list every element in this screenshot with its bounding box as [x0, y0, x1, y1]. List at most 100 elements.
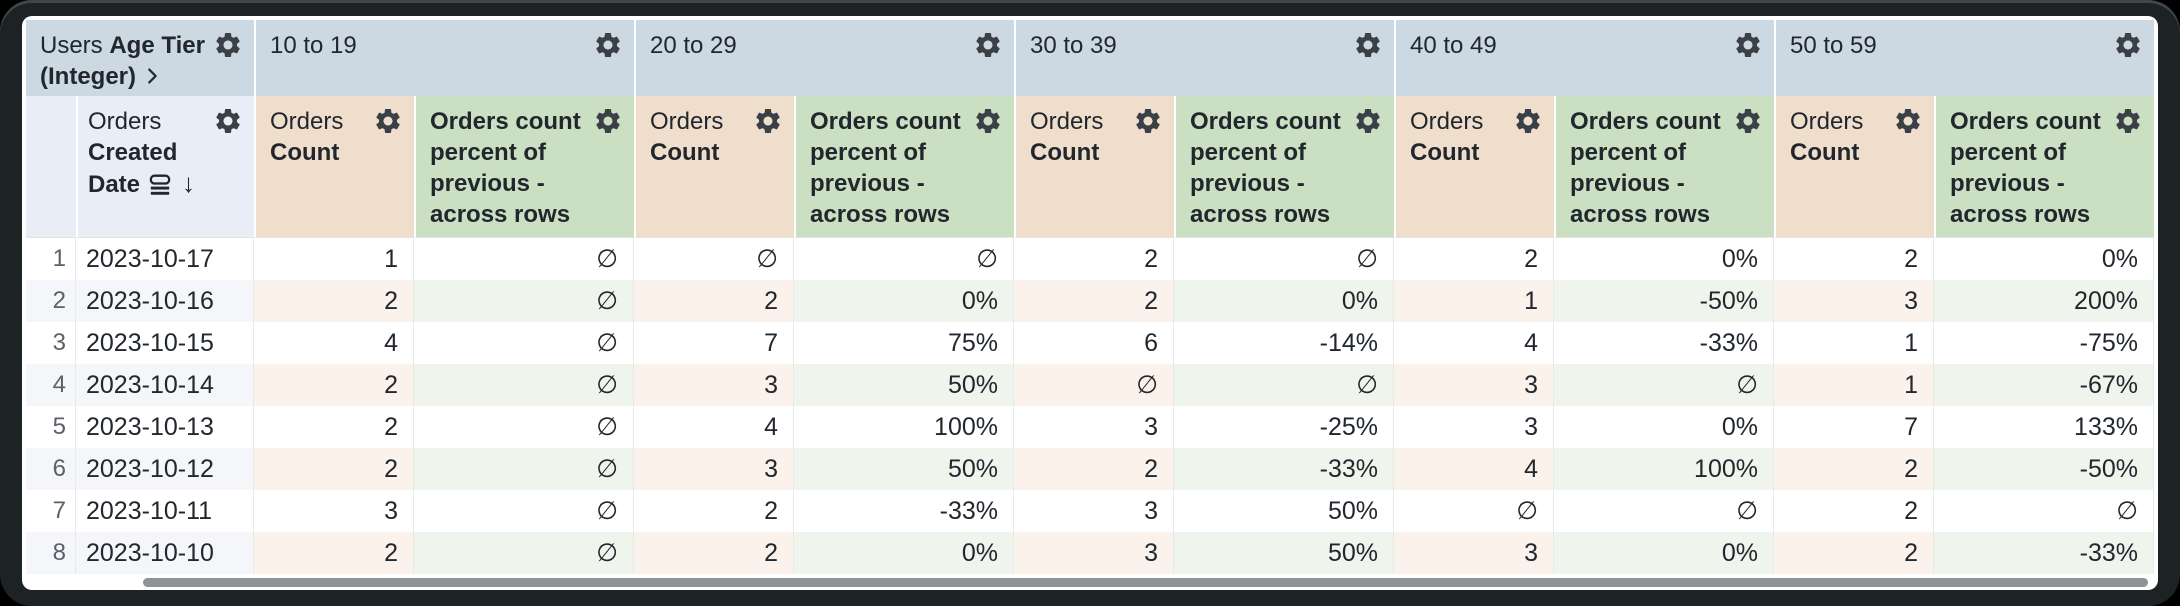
pct-previous-cell[interactable]: 100%: [1554, 448, 1774, 490]
orders-count-cell[interactable]: 2: [634, 490, 794, 532]
orders-count-cell[interactable]: 3: [1014, 406, 1174, 448]
pct-previous-cell[interactable]: 0%: [794, 532, 1014, 574]
pct-previous-cell[interactable]: -75%: [1934, 322, 2154, 364]
orders-count-cell[interactable]: 2: [254, 448, 414, 490]
orders-count-cell[interactable]: 2: [254, 364, 414, 406]
pct-previous-cell[interactable]: 75%: [794, 322, 1014, 364]
measure-header-orders-count[interactable]: Orders Count: [254, 96, 414, 238]
orders-count-cell[interactable]: 4: [1394, 322, 1554, 364]
gear-icon[interactable]: [213, 106, 243, 136]
pct-previous-cell[interactable]: -33%: [1554, 322, 1774, 364]
pct-previous-cell[interactable]: ∅: [1934, 490, 2154, 532]
pct-previous-cell[interactable]: -50%: [1554, 280, 1774, 322]
pivot-group-header-10-19[interactable]: 10 to 19: [254, 20, 634, 96]
orders-count-cell[interactable]: 1: [1774, 322, 1934, 364]
orders-count-cell[interactable]: 3: [1394, 406, 1554, 448]
pivot-group-header-20-29[interactable]: 20 to 29: [634, 20, 1014, 96]
date-cell[interactable]: 2023-10-17: [76, 238, 254, 280]
gear-icon[interactable]: [1513, 106, 1543, 136]
orders-count-cell[interactable]: 3: [254, 490, 414, 532]
measure-header-pct-previous[interactable]: Orders count percent of previous - acros…: [1934, 96, 2154, 238]
pct-previous-cell[interactable]: ∅: [414, 322, 634, 364]
pct-previous-cell[interactable]: -50%: [1934, 448, 2154, 490]
orders-count-cell[interactable]: 3: [1394, 364, 1554, 406]
pct-previous-cell[interactable]: 0%: [1554, 238, 1774, 280]
gear-icon[interactable]: [593, 106, 623, 136]
pct-previous-cell[interactable]: ∅: [1174, 238, 1394, 280]
pct-previous-cell[interactable]: ∅: [1554, 364, 1774, 406]
measure-header-orders-count[interactable]: Orders Count: [1014, 96, 1174, 238]
gear-icon[interactable]: [973, 30, 1003, 60]
orders-count-cell[interactable]: 7: [634, 322, 794, 364]
gear-icon[interactable]: [213, 30, 243, 60]
date-cell[interactable]: 2023-10-15: [76, 322, 254, 364]
orders-count-cell[interactable]: 2: [1394, 238, 1554, 280]
orders-count-cell[interactable]: 2: [1774, 448, 1934, 490]
orders-count-cell[interactable]: 2: [1774, 532, 1934, 574]
pct-previous-cell[interactable]: 0%: [1554, 406, 1774, 448]
pct-previous-cell[interactable]: -67%: [1934, 364, 2154, 406]
orders-count-cell[interactable]: 4: [1394, 448, 1554, 490]
orders-count-cell[interactable]: 2: [1014, 448, 1174, 490]
orders-count-cell[interactable]: ∅: [1014, 364, 1174, 406]
gear-icon[interactable]: [1353, 30, 1383, 60]
orders-count-cell[interactable]: 6: [1014, 322, 1174, 364]
orders-count-cell[interactable]: 3: [1014, 532, 1174, 574]
orders-count-cell[interactable]: 2: [254, 406, 414, 448]
orders-count-cell[interactable]: 3: [634, 448, 794, 490]
pct-previous-cell[interactable]: ∅: [414, 406, 634, 448]
pct-previous-cell[interactable]: ∅: [1174, 364, 1394, 406]
pct-previous-cell[interactable]: ∅: [414, 532, 634, 574]
horizontal-scrollbar-thumb[interactable]: [143, 578, 2148, 587]
date-cell[interactable]: 2023-10-10: [76, 532, 254, 574]
gear-icon[interactable]: [2113, 30, 2143, 60]
pct-previous-cell[interactable]: -14%: [1174, 322, 1394, 364]
pct-previous-cell[interactable]: ∅: [414, 238, 634, 280]
gear-icon[interactable]: [2113, 106, 2143, 136]
pct-previous-cell[interactable]: 0%: [794, 280, 1014, 322]
orders-count-cell[interactable]: ∅: [1394, 490, 1554, 532]
pct-previous-cell[interactable]: ∅: [414, 280, 634, 322]
orders-count-cell[interactable]: 2: [1014, 238, 1174, 280]
pct-previous-cell[interactable]: 0%: [1174, 280, 1394, 322]
orders-count-cell[interactable]: 1: [1774, 364, 1934, 406]
pct-previous-cell[interactable]: 133%: [1934, 406, 2154, 448]
measure-header-orders-count[interactable]: Orders Count: [1394, 96, 1554, 238]
pct-previous-cell[interactable]: 50%: [1174, 532, 1394, 574]
orders-count-cell[interactable]: 7: [1774, 406, 1934, 448]
pct-previous-cell[interactable]: ∅: [794, 238, 1014, 280]
date-cell[interactable]: 2023-10-14: [76, 364, 254, 406]
measure-header-pct-previous[interactable]: Orders count percent of previous - acros…: [794, 96, 1014, 238]
orders-count-cell[interactable]: 3: [634, 364, 794, 406]
date-cell[interactable]: 2023-10-11: [76, 490, 254, 532]
pct-previous-cell[interactable]: 50%: [1174, 490, 1394, 532]
gear-icon[interactable]: [1133, 106, 1163, 136]
orders-count-cell[interactable]: 2: [254, 280, 414, 322]
pct-previous-cell[interactable]: ∅: [414, 364, 634, 406]
pivot-group-header-40-49[interactable]: 40 to 49: [1394, 20, 1774, 96]
orders-count-cell[interactable]: 2: [634, 280, 794, 322]
orders-count-cell[interactable]: 3: [1394, 532, 1554, 574]
pct-previous-cell[interactable]: 100%: [794, 406, 1014, 448]
gear-icon[interactable]: [753, 106, 783, 136]
pct-previous-cell[interactable]: ∅: [414, 448, 634, 490]
pct-previous-cell[interactable]: 50%: [794, 448, 1014, 490]
orders-count-cell[interactable]: 2: [1014, 280, 1174, 322]
pct-previous-cell[interactable]: -33%: [794, 490, 1014, 532]
orders-count-cell[interactable]: ∅: [634, 238, 794, 280]
pct-previous-cell[interactable]: 50%: [794, 364, 1014, 406]
chevron-right-icon[interactable]: [141, 65, 163, 87]
measure-header-pct-previous[interactable]: Orders count percent of previous - acros…: [1174, 96, 1394, 238]
pct-previous-cell[interactable]: -33%: [1934, 532, 2154, 574]
orders-count-cell[interactable]: 3: [1774, 280, 1934, 322]
row-dimension-header[interactable]: Orders Created Date ↓: [76, 96, 254, 238]
orders-count-cell[interactable]: 1: [1394, 280, 1554, 322]
gear-icon[interactable]: [1733, 106, 1763, 136]
pct-previous-cell[interactable]: 200%: [1934, 280, 2154, 322]
gear-icon[interactable]: [593, 30, 623, 60]
gear-icon[interactable]: [1733, 30, 1763, 60]
date-cell[interactable]: 2023-10-16: [76, 280, 254, 322]
orders-count-cell[interactable]: 4: [634, 406, 794, 448]
orders-count-cell[interactable]: 3: [1014, 490, 1174, 532]
pct-previous-cell[interactable]: -25%: [1174, 406, 1394, 448]
